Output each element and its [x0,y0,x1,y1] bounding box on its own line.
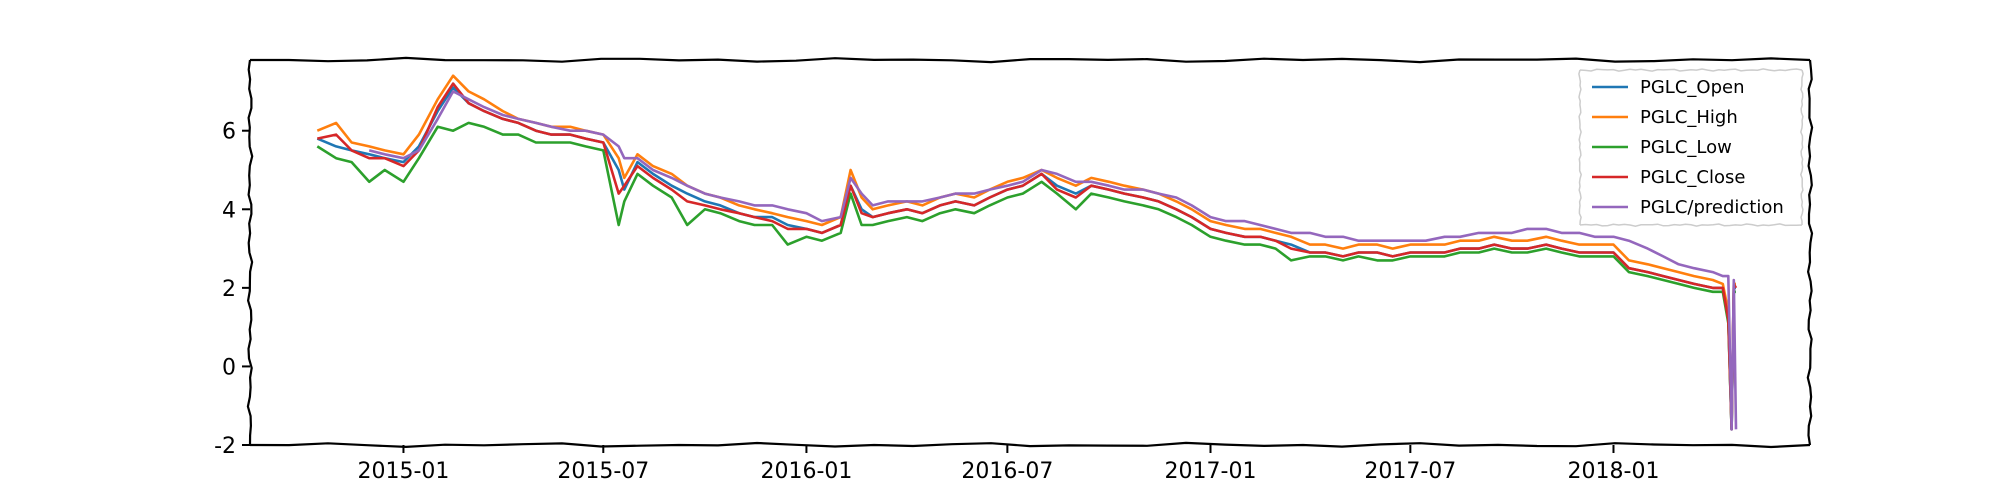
y-tick-label: 4 [222,198,236,223]
y-tick-label: -2 [214,434,236,459]
legend: PGLC_Open PGLC_High PGLC_Low PGLC_Close PGLC… [1578,68,1804,227]
legend-label: PGLC_Low [1640,137,1732,158]
series-line-pglc-low [316,121,1736,431]
y-tick-label: 6 [222,120,236,145]
y-tick-label: 0 [222,355,236,380]
legend-box [1578,68,1804,227]
legend-label: PGLC_High [1640,107,1738,128]
y-tick-label: 2 [222,277,236,302]
series-line-pglc-close [317,82,1738,431]
x-tick-label: 2016-07 [961,459,1053,484]
plot-frame-top [250,56,1811,64]
plot-frame [246,56,1814,449]
y-axis: -2 0 2 4 6 [214,120,250,459]
series-layer [316,74,1738,431]
x-tick-label: 2015-07 [557,459,649,484]
x-tick-label: 2017-01 [1165,459,1257,484]
x-tick-label: 2015-01 [357,459,449,484]
x-tick-label: 2017-07 [1364,459,1456,484]
plot-frame-bottom [249,441,1811,449]
x-axis: 2015-01 2015-07 2016-01 2016-07 2017-01 2017-… [357,445,1659,484]
series-line-pglc-prediction [368,90,1738,431]
x-tick-label: 2018-01 [1568,459,1660,484]
legend-label: PGLC_Open [1640,77,1744,98]
plot-frame-left [246,59,254,446]
legend-label: PGLC_Close [1640,167,1745,188]
legend-label: PGLC/prediction [1640,197,1784,218]
plot-frame-right [1806,59,1814,446]
x-tick-label: 2016-01 [760,459,852,484]
